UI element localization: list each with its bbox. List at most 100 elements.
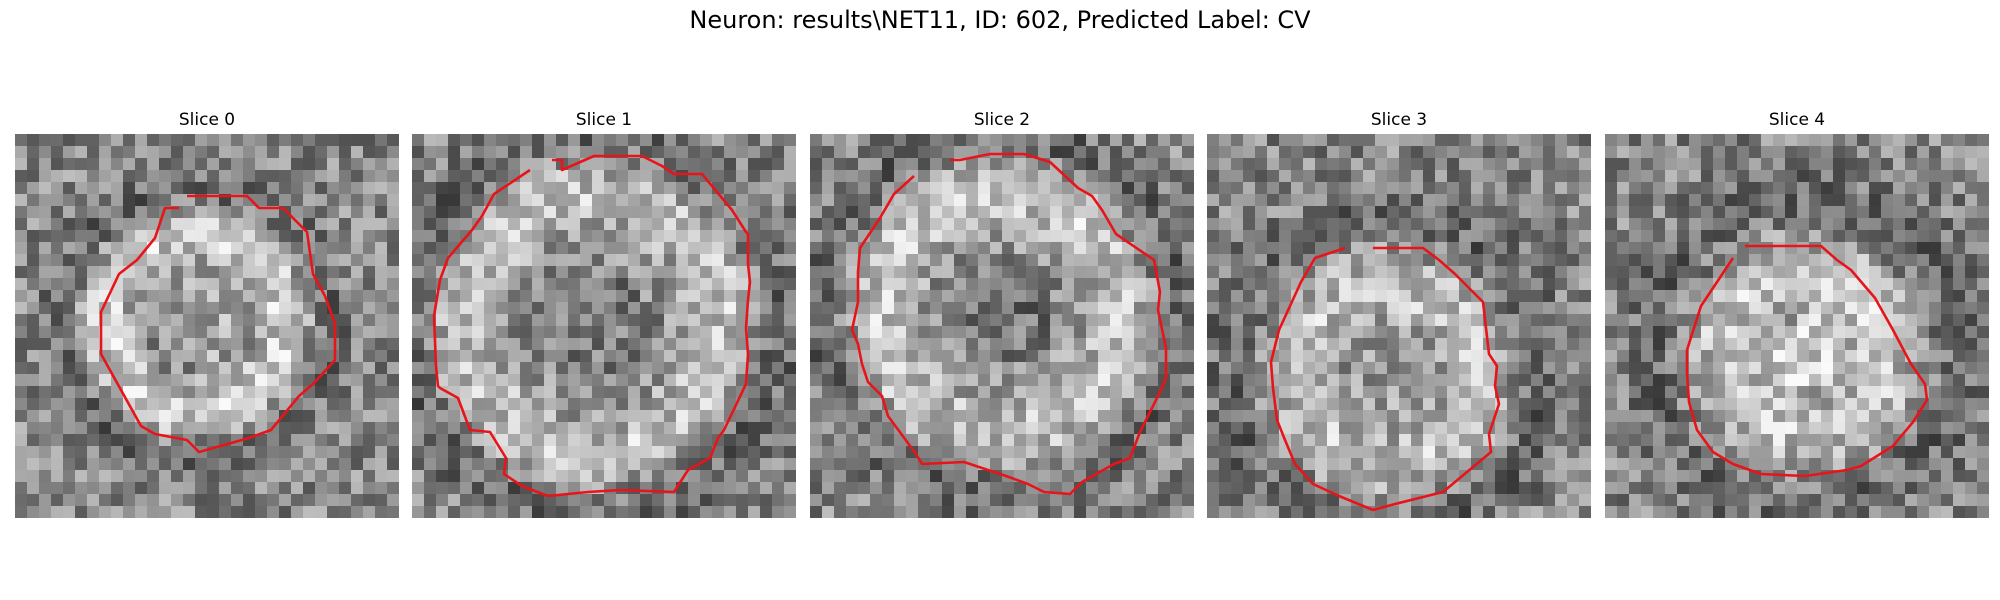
pixel xyxy=(1605,386,1618,399)
pixel xyxy=(1629,302,1642,315)
pixel xyxy=(1929,206,1942,219)
pixel xyxy=(822,278,835,291)
pixel xyxy=(1567,302,1580,315)
pixel xyxy=(1689,266,1702,279)
pixel xyxy=(63,206,76,219)
pixel xyxy=(1881,194,1894,207)
pixel xyxy=(1495,242,1508,255)
pixel xyxy=(616,218,629,231)
pixel xyxy=(1315,158,1328,171)
pixel xyxy=(1797,386,1810,399)
pixel xyxy=(1941,218,1954,231)
pixel xyxy=(760,302,773,315)
pixel xyxy=(1351,242,1364,255)
pixel xyxy=(966,386,979,399)
pixel xyxy=(1555,182,1568,195)
pixel xyxy=(1689,194,1702,207)
pixel xyxy=(1761,158,1774,171)
pixel xyxy=(1471,338,1484,351)
pixel xyxy=(1567,290,1580,303)
pixel xyxy=(942,374,955,387)
pixel xyxy=(1243,494,1256,507)
pixel xyxy=(1785,218,1798,231)
pixel xyxy=(1315,206,1328,219)
pixel xyxy=(1543,254,1556,267)
pixel xyxy=(772,314,785,327)
pixel xyxy=(219,230,232,243)
pixel xyxy=(15,158,28,171)
pixel xyxy=(1543,242,1556,255)
pixel xyxy=(351,242,364,255)
pixel xyxy=(990,254,1003,267)
pixel xyxy=(1977,206,1989,219)
pixel xyxy=(1038,470,1051,483)
pixel xyxy=(460,386,473,399)
panel-title-slice-4: Slice 4 xyxy=(1768,110,1826,130)
pixel xyxy=(894,302,907,315)
pixel xyxy=(75,302,88,315)
pixel xyxy=(580,362,593,375)
pixel xyxy=(183,230,196,243)
pixel xyxy=(315,350,328,363)
pixel xyxy=(111,470,124,483)
pixel xyxy=(1098,266,1111,279)
pixel xyxy=(1315,134,1328,147)
pixel xyxy=(1387,398,1400,411)
pixel xyxy=(111,158,124,171)
pixel xyxy=(724,458,737,471)
pixel xyxy=(111,398,124,411)
pixel xyxy=(1423,278,1436,291)
pixel xyxy=(870,266,883,279)
pixel xyxy=(375,470,388,483)
pixel xyxy=(1567,314,1580,327)
pixel xyxy=(375,266,388,279)
pixel xyxy=(412,134,425,147)
pixel xyxy=(219,218,232,231)
pixel xyxy=(39,314,52,327)
pixel xyxy=(1519,446,1532,459)
pixel xyxy=(231,326,244,339)
pixel xyxy=(424,278,437,291)
pixel xyxy=(387,350,399,363)
pixel xyxy=(1038,386,1051,399)
pixel xyxy=(772,458,785,471)
pixel xyxy=(1182,422,1194,435)
pixel xyxy=(918,326,931,339)
pixel xyxy=(1231,218,1244,231)
pixel xyxy=(748,386,761,399)
pixel xyxy=(700,434,713,447)
pixel xyxy=(700,446,713,459)
pixel xyxy=(1845,254,1858,267)
pixel xyxy=(1074,434,1087,447)
pixel xyxy=(195,494,208,507)
pixel xyxy=(700,170,713,183)
pixel xyxy=(1098,374,1111,387)
pixel xyxy=(520,218,533,231)
pixel xyxy=(1231,278,1244,291)
pixel xyxy=(339,362,352,375)
pixel xyxy=(1555,254,1568,267)
pixel xyxy=(1713,302,1726,315)
pixel xyxy=(918,350,931,363)
pixel xyxy=(1977,218,1989,231)
pixel xyxy=(664,422,677,435)
pixel xyxy=(652,470,665,483)
pixel xyxy=(496,362,509,375)
pixel xyxy=(822,290,835,303)
pixel xyxy=(1387,338,1400,351)
pixel xyxy=(123,338,136,351)
pixel xyxy=(906,146,919,159)
pixel xyxy=(1110,434,1123,447)
pixel xyxy=(99,374,112,387)
pixel xyxy=(460,482,473,495)
pixel xyxy=(1086,386,1099,399)
pixel xyxy=(1845,194,1858,207)
pixel xyxy=(664,434,677,447)
pixel xyxy=(291,314,304,327)
pixel xyxy=(1459,458,1472,471)
pixel xyxy=(688,170,701,183)
pixel xyxy=(315,410,328,423)
pixel xyxy=(1677,422,1690,435)
pixel xyxy=(472,350,485,363)
pixel xyxy=(664,206,677,219)
